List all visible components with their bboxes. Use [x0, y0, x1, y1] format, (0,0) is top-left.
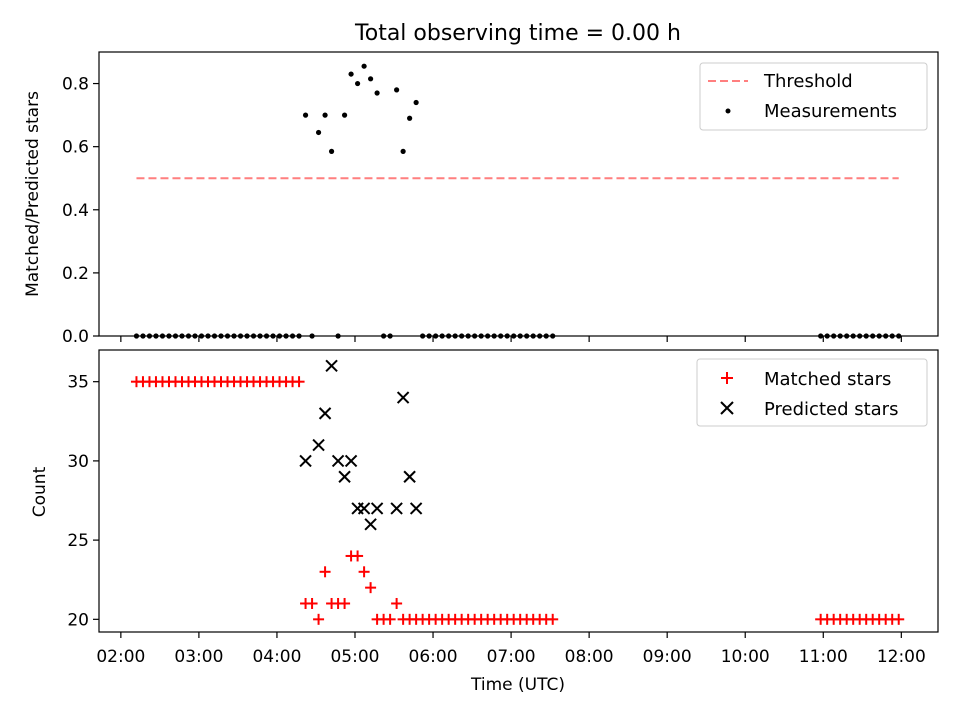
chart-title: Total observing time = 0.00 h: [354, 21, 681, 46]
matched-star-point: [391, 597, 403, 609]
predicted-star-point: [312, 438, 325, 452]
measurement-point: [302, 112, 309, 118]
x-tick-label: 04:00: [252, 647, 301, 667]
top-y-tick-label: 0.0: [62, 327, 89, 347]
predicted-star-point: [390, 502, 403, 515]
predicted-star-stroke-b: [364, 518, 377, 531]
matched-star-point: [352, 550, 364, 562]
matched-star-point: [384, 613, 396, 625]
x-tick-label: 07:00: [487, 647, 536, 667]
matched-star-point: [319, 566, 331, 578]
top-y-tick-label: 0.4: [62, 201, 89, 221]
predicted-star-point: [331, 454, 345, 468]
x-tick-label: 06:00: [409, 647, 458, 667]
measurement-point: [328, 148, 335, 154]
predicted-star-stroke-b: [403, 470, 416, 483]
bottom-legend: Matched stars Predicted stars: [696, 358, 928, 427]
top-legend: Threshold Measurements: [699, 62, 928, 131]
x-axis-label: Time (UTC): [470, 675, 565, 695]
x-tick-label: 11:00: [799, 647, 848, 667]
predicted-star-stroke-b: [390, 502, 403, 515]
measurement-point: [322, 112, 328, 118]
predicted-star-stroke-b: [357, 502, 371, 515]
predicted-star-stroke-b: [338, 470, 351, 483]
top-y-axis-label: Matched/Predicted stars: [23, 91, 43, 297]
x-axis-ticks: 02:00 03:00 04:00 05:00 06:00 07:00 08:00 09:00…: [96, 336, 926, 667]
predicted-star-stroke-b: [409, 502, 423, 515]
predicted-star-stroke-b: [325, 359, 338, 373]
bottom-y-axis-label: Count: [30, 466, 50, 517]
bottom-y-tick-label: 35: [67, 373, 89, 393]
predicted-star-stroke-b: [318, 407, 332, 420]
predicted-star-point: [403, 470, 416, 483]
measurement-point: [348, 71, 354, 77]
top-y-tick-label: 0.8: [62, 75, 89, 95]
predicted-star-point: [318, 407, 332, 420]
predicted-star-stroke-b: [312, 438, 325, 452]
matched-legend-swatch: [721, 372, 733, 384]
predicted-legend-swatch: [720, 401, 734, 415]
matched-star-point: [313, 613, 325, 625]
predicted-star-point: [325, 359, 338, 373]
measurement-point: [368, 76, 374, 82]
matched-star-point: [365, 582, 377, 594]
matched-star-point: [547, 613, 559, 625]
predicted-star-stroke-b: [396, 391, 410, 404]
predicted-star-point: [364, 518, 377, 531]
predicted-star-point: [396, 391, 410, 404]
predicted-legend-label: Predicted stars: [764, 399, 898, 420]
top-panel: 0.00.20.40.60.8 Matched/Predicted stars …: [23, 51, 939, 347]
measurements-legend-swatch: [725, 108, 731, 114]
predicted-star-stroke-b: [344, 454, 358, 468]
matched-star-point: [339, 597, 351, 609]
bottom-legend-box: [696, 358, 928, 427]
x-tick-label: 05:00: [330, 647, 379, 667]
predicted-star-stroke-b: [331, 454, 345, 468]
matched-star-point: [306, 597, 318, 609]
x-tick-label: 08:00: [565, 647, 614, 667]
predicted-star-point: [370, 502, 384, 515]
top-y-tick-label: 0.2: [62, 264, 89, 284]
bottom-axes-frame: [98, 349, 939, 633]
measurement-point: [315, 129, 322, 136]
predicted-star-point: [357, 502, 371, 515]
measurement-point: [400, 148, 406, 154]
bottom-plot-marks: [130, 359, 905, 625]
matched-star-point: [893, 613, 905, 625]
measurement-point: [394, 87, 400, 93]
top-y-tick-label: 0.6: [62, 138, 89, 158]
threshold-legend-label: Threshold: [763, 71, 853, 92]
top-axes-frame: [98, 51, 939, 337]
bottom-y-tick-label: 30: [67, 452, 89, 472]
predicted-star-point: [299, 454, 312, 468]
predicted-star-stroke-b: [299, 454, 312, 468]
measurement-point: [361, 63, 367, 69]
matched-star-point: [358, 566, 370, 578]
measurement-point: [413, 99, 419, 106]
x-tick-label: 12:00: [877, 647, 926, 667]
measurement-point: [341, 112, 348, 118]
x-tick-label: 10:00: [721, 647, 770, 667]
matched-legend-label: Matched stars: [764, 369, 891, 390]
top-legend-box: [699, 62, 928, 131]
predicted-star-stroke-b: [370, 502, 384, 515]
predicted-star-point: [338, 470, 351, 483]
predicted-star-point: [344, 454, 358, 468]
top-y-ticks: 0.0 0.2 0.4 0.6 0.8: [62, 75, 99, 347]
x-tick-label: 09:00: [643, 647, 692, 667]
bottom-y-tick-label: 25: [67, 531, 89, 551]
measurement-point: [407, 115, 413, 121]
bottom-y-ticks: 20 25 30 35: [67, 373, 99, 630]
x-tick-label: 03:00: [174, 647, 223, 667]
bottom-y-tick-label: 20: [67, 610, 89, 630]
predicted-star-point: [409, 502, 423, 515]
measurements-legend-label: Measurements: [764, 101, 897, 122]
measurement-point: [374, 90, 380, 96]
x-tick-label: 02:00: [96, 647, 145, 667]
measurement-point: [354, 80, 361, 87]
matched-star-point: [293, 376, 305, 388]
